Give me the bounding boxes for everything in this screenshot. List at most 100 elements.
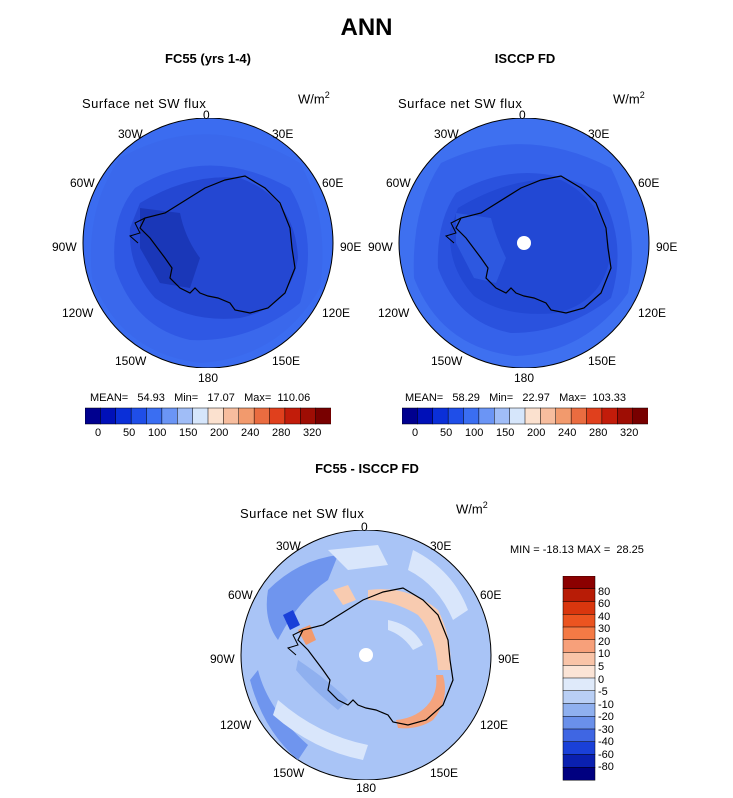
colorbar-swatch xyxy=(562,703,596,717)
cb1-label: 200 xyxy=(210,427,229,439)
colorbar-swatch xyxy=(300,407,317,425)
cb3-label: -60 xyxy=(598,749,614,761)
panel3-colorbar xyxy=(562,576,596,781)
cb1-label: 240 xyxy=(241,427,260,439)
cb2-label: 50 xyxy=(440,427,453,439)
panel1-lon-90w: 90W xyxy=(52,240,77,254)
main-title: ANN xyxy=(340,14,393,41)
panel3-lon-0: 0 xyxy=(361,520,368,534)
colorbar-swatch xyxy=(417,407,434,425)
colorbar-swatch xyxy=(238,407,255,425)
colorbar-swatch xyxy=(177,407,194,425)
colorbar-swatch xyxy=(524,407,541,425)
colorbar-swatch xyxy=(192,407,209,425)
panel1-lon-30w: 30W xyxy=(118,127,143,141)
cb1-label: 50 xyxy=(123,427,136,439)
panel1-lon-150w: 150W xyxy=(115,354,147,368)
cb3-label: 0 xyxy=(598,674,605,686)
cb3-label: 60 xyxy=(598,598,611,610)
panel3-lon-60e: 60E xyxy=(480,588,502,602)
colorbar-swatch xyxy=(562,588,596,602)
colorbar-swatch xyxy=(562,728,596,743)
colorbar-swatch xyxy=(207,407,224,425)
cb3-label: 80 xyxy=(598,586,611,598)
panel2-lon-60w: 60W xyxy=(386,176,411,190)
panel1-lon-60e: 60E xyxy=(322,176,344,190)
colorbar-swatch xyxy=(478,407,495,425)
panel2-map xyxy=(398,118,650,368)
panel3-lon-180: 180 xyxy=(356,781,377,795)
colorbar-swatch xyxy=(562,665,596,679)
colorbar-swatch xyxy=(146,407,163,425)
panel3-lon-30e: 30E xyxy=(430,539,452,553)
panel3-lon-150e: 150E xyxy=(430,766,459,780)
panel1-lon-180: 180 xyxy=(198,371,219,385)
panel2-field-label: Surface net SW flux xyxy=(398,96,523,111)
colorbar-swatch xyxy=(562,652,596,666)
cb3-label: -80 xyxy=(598,761,614,773)
colorbar-swatch xyxy=(447,407,464,425)
colorbar-swatch xyxy=(555,407,572,425)
colorbar-swatch xyxy=(562,614,596,628)
colorbar-swatch xyxy=(562,677,596,692)
cb1-label: 0 xyxy=(95,427,102,439)
panel2-colorbar-labels: 0 50 100 150 200 240 280 320 xyxy=(402,427,648,441)
panel3-lon-150w: 150W xyxy=(273,766,305,780)
colorbar-swatch xyxy=(509,407,526,425)
panel2-lon-90e: 90E xyxy=(656,240,678,254)
colorbar-swatch xyxy=(284,407,301,425)
cb3-label: -40 xyxy=(598,736,614,748)
panel1-title: FC55 (yrs 1-4) xyxy=(165,51,251,66)
cb3-label: 40 xyxy=(598,611,611,623)
cb2-label: 200 xyxy=(527,427,546,439)
cb1-label: 100 xyxy=(148,427,167,439)
panel1-lon-90e: 90E xyxy=(340,240,362,254)
colorbar-swatch xyxy=(253,407,270,425)
colorbar-swatch xyxy=(432,407,449,425)
colorbar-swatch xyxy=(130,407,147,425)
cb3-label: -10 xyxy=(598,699,614,711)
colorbar-swatch xyxy=(269,407,286,425)
panel2-lon-30e: 30E xyxy=(588,127,610,141)
colorbar-swatch xyxy=(562,690,596,704)
panel2-title: ISCCP FD xyxy=(494,51,556,66)
colorbar-swatch xyxy=(562,601,596,615)
cb3-label: 30 xyxy=(598,623,611,635)
colorbar-swatch xyxy=(562,767,596,781)
panel2-lon-60e: 60E xyxy=(638,176,660,190)
colorbar-swatch xyxy=(586,407,603,425)
colorbar-swatch xyxy=(85,407,101,425)
colorbar-swatch xyxy=(315,407,331,425)
colorbar-swatch xyxy=(601,407,618,425)
panel3-lon-90w: 90W xyxy=(210,652,235,666)
colorbar-swatch xyxy=(562,741,596,755)
panel2-colorbar xyxy=(402,407,648,425)
panel3-stats: MIN = -18.13 MAX = 28.25 xyxy=(510,544,644,556)
panel3-title: FC55 - ISCCP FD xyxy=(315,461,419,476)
panel1-lon-120e: 120E xyxy=(322,306,351,320)
colorbar-swatch xyxy=(463,407,480,425)
panel1-map xyxy=(82,118,334,368)
cb2-label: 280 xyxy=(589,427,608,439)
panel2-lon-120w: 120W xyxy=(378,306,410,320)
colorbar-swatch xyxy=(100,407,117,425)
panel1-lon-120w: 120W xyxy=(62,306,94,320)
cb3-label: 10 xyxy=(598,648,611,660)
panel2-units: W/m2 xyxy=(613,90,645,107)
colorbar-swatch xyxy=(632,407,648,425)
cb3-label: 20 xyxy=(598,636,611,648)
colorbar-swatch xyxy=(223,407,240,425)
cb1-label: 280 xyxy=(272,427,291,439)
panel3-lon-90e: 90E xyxy=(498,652,520,666)
panel3-map xyxy=(240,530,492,780)
panel3-lon-120e: 120E xyxy=(480,718,509,732)
panel2-lon-150w: 150W xyxy=(431,354,463,368)
panel2-lon-30w: 30W xyxy=(434,127,459,141)
cb1-label: 320 xyxy=(303,427,322,439)
cb2-label: 150 xyxy=(496,427,515,439)
panel3-colorbar-labels: 80 60 40 30 20 10 5 0 -5 -10 -20 -30 -40… xyxy=(598,586,638,786)
colorbar-swatch xyxy=(570,407,587,425)
colorbar-swatch xyxy=(161,407,178,425)
panel1-colorbar xyxy=(85,407,331,425)
panel1-units: W/m2 xyxy=(298,90,330,107)
